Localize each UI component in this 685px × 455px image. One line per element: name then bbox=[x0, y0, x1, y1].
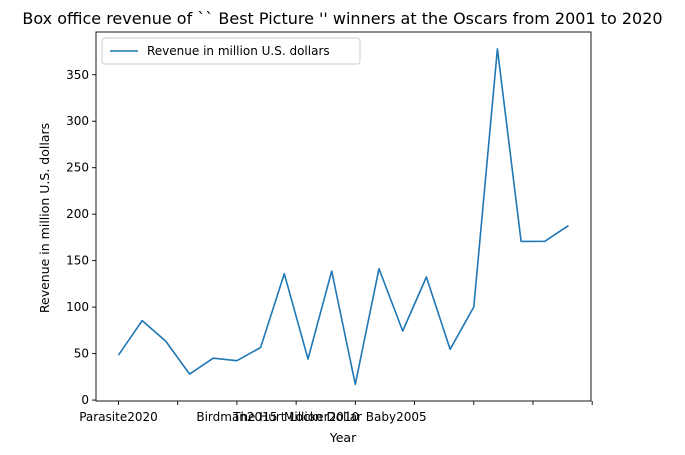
legend: Revenue in million U.S. dollars bbox=[101, 37, 361, 65]
legend-label: Revenue in million U.S. dollars bbox=[147, 44, 330, 58]
y-tick-label: 300 bbox=[66, 114, 89, 128]
plot-frame bbox=[95, 31, 592, 402]
series-line bbox=[117, 48, 569, 386]
y-tick-label: 250 bbox=[66, 161, 89, 175]
y-tick-label: 0 bbox=[81, 393, 89, 407]
y-tick-label: 100 bbox=[66, 300, 89, 314]
x-tick-label: Million Dollar Baby2005 bbox=[284, 410, 427, 424]
y-axis: 0 50 100 150 200 250 300 350 bbox=[66, 68, 96, 407]
series-layer bbox=[117, 48, 569, 386]
x-tick-label: Parasite2020 bbox=[79, 410, 158, 424]
x-tick-label: The Hurt Locker2010 bbox=[232, 410, 359, 424]
y-tick-label: 350 bbox=[66, 68, 89, 82]
y-tick-label: 50 bbox=[74, 347, 89, 361]
x-axis-label: Year bbox=[329, 430, 357, 445]
plot-area bbox=[95, 31, 592, 402]
y-tick-label: 200 bbox=[66, 207, 89, 221]
y-axis-label: Revenue in million U.S. dollars bbox=[37, 123, 52, 313]
chart-title: Box office revenue of `` Best Picture ''… bbox=[22, 9, 662, 28]
y-tick-label: 150 bbox=[66, 254, 89, 268]
x-tick-label: Birdman2015 bbox=[196, 410, 277, 424]
legend-box bbox=[101, 37, 361, 65]
